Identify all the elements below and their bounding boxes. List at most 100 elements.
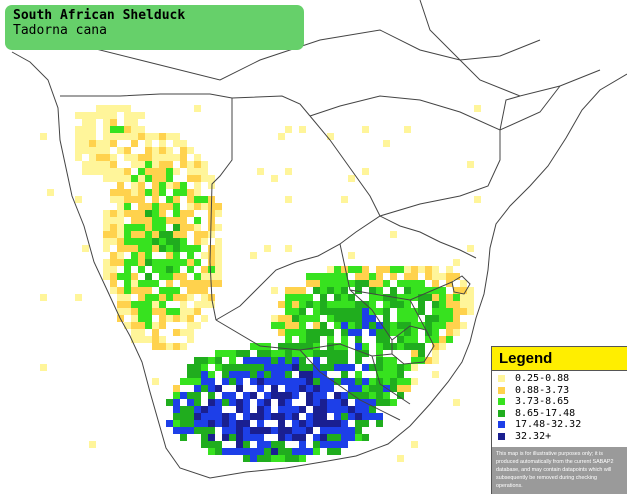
grid-cell <box>397 266 404 273</box>
grid-cell <box>432 308 439 315</box>
grid-cell <box>327 308 334 315</box>
grid-cell <box>327 420 334 427</box>
grid-cell <box>320 287 327 294</box>
grid-cell <box>208 231 215 238</box>
grid-cell <box>292 385 299 392</box>
grid-cell <box>453 259 460 266</box>
grid-cell <box>376 287 383 294</box>
grid-cell <box>446 266 453 273</box>
grid-cell <box>166 308 173 315</box>
grid-cell <box>383 315 390 322</box>
grid-cell <box>264 245 271 252</box>
grid-cell <box>383 399 390 406</box>
grid-cell <box>222 364 229 371</box>
grid-cell <box>131 182 138 189</box>
grid-cell <box>222 413 229 420</box>
grid-cell <box>348 392 355 399</box>
grid-cell <box>124 175 131 182</box>
grid-cell <box>138 126 145 133</box>
grid-cell <box>194 301 201 308</box>
grid-cell <box>404 273 411 280</box>
grid-cell <box>341 196 348 203</box>
grid-cell <box>278 350 285 357</box>
grid-cell <box>404 126 411 133</box>
grid-cell <box>355 357 362 364</box>
grid-cell <box>180 420 187 427</box>
grid-cell <box>110 112 117 119</box>
legend-items: 0.25-0.88 0.88-3.73 3.73-8.65 8.65-17.48… <box>492 371 627 442</box>
grid-cell <box>320 420 327 427</box>
grid-cell <box>145 175 152 182</box>
grid-cell <box>222 434 229 441</box>
grid-cell <box>89 161 96 168</box>
grid-cell <box>467 308 474 315</box>
grid-cell <box>411 357 418 364</box>
grid-cell <box>355 392 362 399</box>
grid-cell <box>103 238 110 245</box>
grid-cell <box>355 273 362 280</box>
border-swaziland <box>451 275 471 295</box>
grid-cell <box>180 224 187 231</box>
grid-cell <box>194 406 201 413</box>
grid-cell <box>285 350 292 357</box>
grid-cell <box>131 175 138 182</box>
grid-cell <box>236 364 243 371</box>
grid-cell <box>187 266 194 273</box>
grid-cell <box>180 434 187 441</box>
grid-cell <box>187 161 194 168</box>
grid-cell <box>173 252 180 259</box>
grid-cell <box>299 287 306 294</box>
grid-cell <box>173 406 180 413</box>
grid-cell <box>348 322 355 329</box>
grid-cell <box>306 413 313 420</box>
grid-cell <box>334 280 341 287</box>
grid-cell <box>124 294 131 301</box>
grid-cell <box>173 133 180 140</box>
grid-cell <box>376 350 383 357</box>
province-lines <box>215 243 453 421</box>
grid-cell <box>152 154 159 161</box>
grid-cell <box>89 140 96 147</box>
grid-cell <box>257 434 264 441</box>
legend-panel: Legend 0.25-0.88 0.88-3.73 3.73-8.65 8.6… <box>491 346 627 494</box>
grid-cell <box>327 329 334 336</box>
grid-cell <box>404 385 411 392</box>
grid-cell <box>152 322 159 329</box>
grid-cell <box>292 378 299 385</box>
grid-cell <box>425 273 432 280</box>
grid-cell <box>432 343 439 350</box>
grid-cell <box>376 336 383 343</box>
grid-cell <box>306 280 313 287</box>
grid-cell <box>285 427 292 434</box>
grid-cell <box>341 336 348 343</box>
grid-cell <box>250 378 257 385</box>
grid-cell <box>285 357 292 364</box>
grid-cell <box>404 315 411 322</box>
grid-cell <box>257 441 264 448</box>
grid-cell <box>229 392 236 399</box>
grid-cell <box>110 210 117 217</box>
grid-cell <box>313 448 320 455</box>
grid-cell <box>180 140 187 147</box>
grid-cell <box>376 322 383 329</box>
grid-cell <box>397 329 404 336</box>
grid-cell <box>369 329 376 336</box>
grid-cell <box>348 308 355 315</box>
grid-cell <box>418 322 425 329</box>
legend-item: 3.73-8.65 <box>498 396 627 408</box>
grid-cell <box>271 357 278 364</box>
grid-cell <box>243 350 250 357</box>
grid-cell <box>82 140 89 147</box>
grid-cell <box>110 287 117 294</box>
grid-cell <box>271 448 278 455</box>
grid-cell <box>446 336 453 343</box>
grid-cell <box>229 364 236 371</box>
grid-cell <box>110 217 117 224</box>
grid-cell <box>159 273 166 280</box>
grid-cell <box>278 434 285 441</box>
grid-cell <box>208 441 215 448</box>
grid-cell <box>264 378 271 385</box>
grid-cell <box>299 434 306 441</box>
grid-cell <box>278 420 285 427</box>
grid-cell <box>131 112 138 119</box>
